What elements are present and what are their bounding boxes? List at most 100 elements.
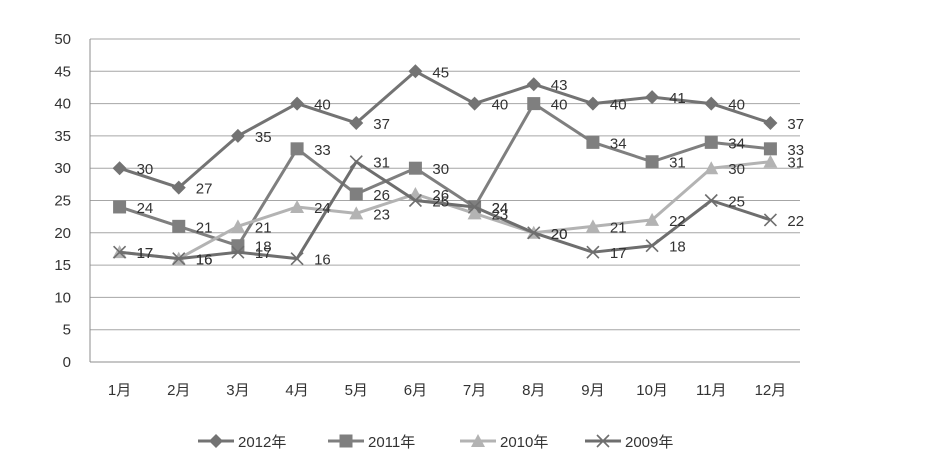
data-point	[113, 245, 127, 259]
data-point	[467, 206, 482, 220]
data-point	[763, 213, 777, 227]
data-label: 17	[137, 245, 154, 262]
data-label: 40	[492, 97, 509, 114]
data-point	[230, 128, 245, 143]
data-label: 34	[728, 135, 745, 152]
x-tick-label: 1月	[108, 382, 131, 399]
data-point	[645, 239, 659, 253]
data-label: 20	[551, 226, 568, 243]
data-point	[349, 187, 363, 201]
series-line	[119, 69, 771, 190]
y-tick-label: 5	[63, 322, 71, 339]
x-tick-label: 6月	[404, 382, 427, 399]
data-label: 23	[492, 206, 509, 223]
data-point	[763, 142, 777, 156]
x-tick-label: 10月	[636, 382, 668, 399]
data-point	[704, 161, 719, 175]
legend: 2012年 2011年 2010年 2009年	[198, 434, 673, 451]
x-axis-ticks: 1月 2月 3月 4月 5月 6月 7月 8月 9月 10月 11月 12月	[108, 382, 786, 399]
data-point	[290, 252, 304, 266]
data-label: 17	[610, 245, 627, 262]
data-label: 17	[137, 245, 154, 262]
x-tick-label: 3月	[226, 382, 249, 399]
data-label: 30	[432, 161, 449, 178]
data-label: 30	[728, 161, 745, 178]
data-point	[585, 219, 600, 233]
data-point	[172, 252, 186, 266]
x-tick-label: 11月	[696, 382, 727, 399]
data-point	[408, 64, 423, 79]
data-label: 26	[373, 187, 390, 204]
grid-lines	[89, 38, 800, 363]
data-point	[171, 180, 186, 195]
legend-item: 2010年	[460, 434, 548, 451]
legend-label: 2010年	[500, 434, 548, 451]
series-line	[119, 160, 771, 261]
data-label: 21	[610, 219, 627, 236]
data-point	[467, 96, 482, 111]
data-point	[645, 212, 660, 226]
data-label: 33	[314, 142, 331, 159]
data-label: 43	[551, 77, 568, 94]
data-label: 40	[728, 97, 745, 114]
data-point	[585, 96, 600, 111]
legend-label: 2012年	[238, 434, 286, 451]
y-tick-label: 45	[54, 63, 71, 80]
data-label: 16	[196, 252, 213, 269]
x-tick-label: 8月	[522, 382, 545, 399]
data-label: 24	[137, 200, 154, 217]
data-label: 24	[492, 200, 509, 217]
y-tick-label: 10	[54, 289, 71, 306]
y-tick-label: 35	[54, 128, 71, 145]
y-axis-ticks: 0 5 10 15 20 25 30 35 40 45 50	[54, 31, 71, 371]
data-point	[231, 245, 245, 259]
legend-label: 2009年	[625, 434, 673, 451]
data-label: 24	[492, 200, 509, 217]
data-label: 45	[432, 64, 449, 81]
x-tick-label: 9月	[581, 382, 604, 399]
legend-item: 2011年	[328, 434, 415, 451]
data-point	[408, 161, 422, 175]
data-label: 34	[610, 135, 627, 152]
data-point	[113, 200, 127, 214]
data-point	[290, 142, 304, 156]
data-label: 16	[314, 252, 331, 269]
x-tick-label: 12月	[755, 382, 787, 399]
data-label: 25	[728, 194, 745, 211]
series-group	[112, 64, 778, 266]
legend-label: 2011年	[368, 434, 415, 451]
x-tick-label: 2月	[167, 382, 190, 399]
data-label: 30	[137, 161, 154, 178]
y-tick-label: 15	[54, 257, 71, 274]
data-point	[408, 193, 422, 208]
data-label: 18	[255, 239, 272, 256]
data-point	[527, 226, 541, 240]
y-tick-label: 40	[54, 96, 71, 113]
data-label: 41	[669, 90, 686, 107]
data-point	[763, 154, 778, 168]
y-tick-label: 20	[54, 225, 71, 242]
data-point	[349, 206, 364, 220]
series-2009年	[113, 155, 777, 266]
legend-marker	[596, 434, 610, 448]
data-point	[230, 219, 245, 233]
x-tick-label: 5月	[345, 382, 368, 399]
data-label: 33	[787, 142, 804, 159]
data-label: 37	[373, 116, 390, 133]
legend-marker	[471, 434, 485, 447]
data-point	[704, 193, 718, 208]
data-label: 37	[787, 116, 804, 133]
data-point	[586, 245, 600, 259]
legend-item: 2009年	[585, 434, 673, 451]
data-label: 18	[669, 239, 686, 256]
data-label: 31	[787, 155, 804, 172]
data-point	[526, 77, 541, 92]
series-2012年	[112, 64, 778, 195]
data-label: 26	[432, 187, 449, 204]
data-point	[586, 135, 600, 149]
data-label: 35	[255, 129, 272, 146]
data-label: 31	[669, 155, 686, 172]
y-tick-label: 30	[54, 160, 71, 177]
data-point	[290, 96, 305, 111]
